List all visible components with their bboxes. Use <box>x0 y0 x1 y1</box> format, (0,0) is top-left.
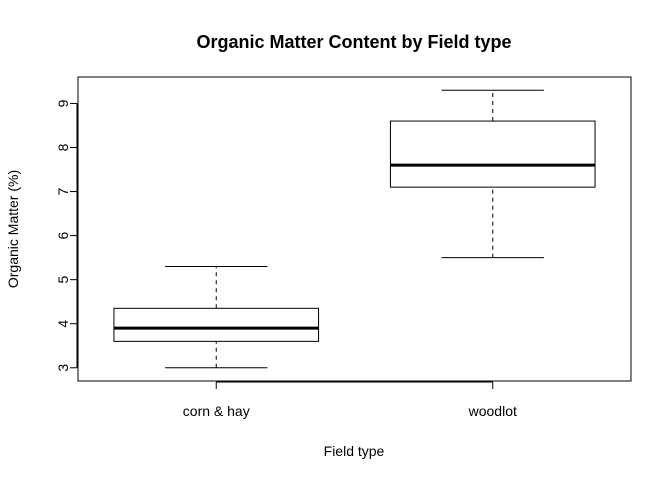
x-tick-label: woodlot <box>468 403 517 419</box>
iqr-box <box>389 120 596 188</box>
x-tick-label: corn & hay <box>183 403 250 419</box>
chart-title: Organic Matter Content by Field type <box>196 32 511 52</box>
box-group <box>389 89 596 259</box>
y-tick-label: 6 <box>55 232 71 240</box>
y-axis: 3 4 5 6 7 8 9 <box>55 99 78 372</box>
y-tick-label: 5 <box>55 276 71 284</box>
y-axis-label: Organic Matter (%) <box>5 170 21 288</box>
x-axis-label: Field type <box>324 443 385 459</box>
y-tick-label: 9 <box>55 99 71 107</box>
plot-area-frame <box>77 76 632 382</box>
x-axis: corn & hay woodlot <box>183 381 517 419</box>
y-tick-label: 4 <box>55 320 71 328</box>
boxes-group <box>113 89 596 369</box>
box-group <box>113 265 320 369</box>
y-tick-label: 7 <box>55 187 71 195</box>
y-tick-label: 8 <box>55 143 71 151</box>
iqr-box <box>113 307 320 342</box>
y-tick-label: 3 <box>55 364 71 372</box>
